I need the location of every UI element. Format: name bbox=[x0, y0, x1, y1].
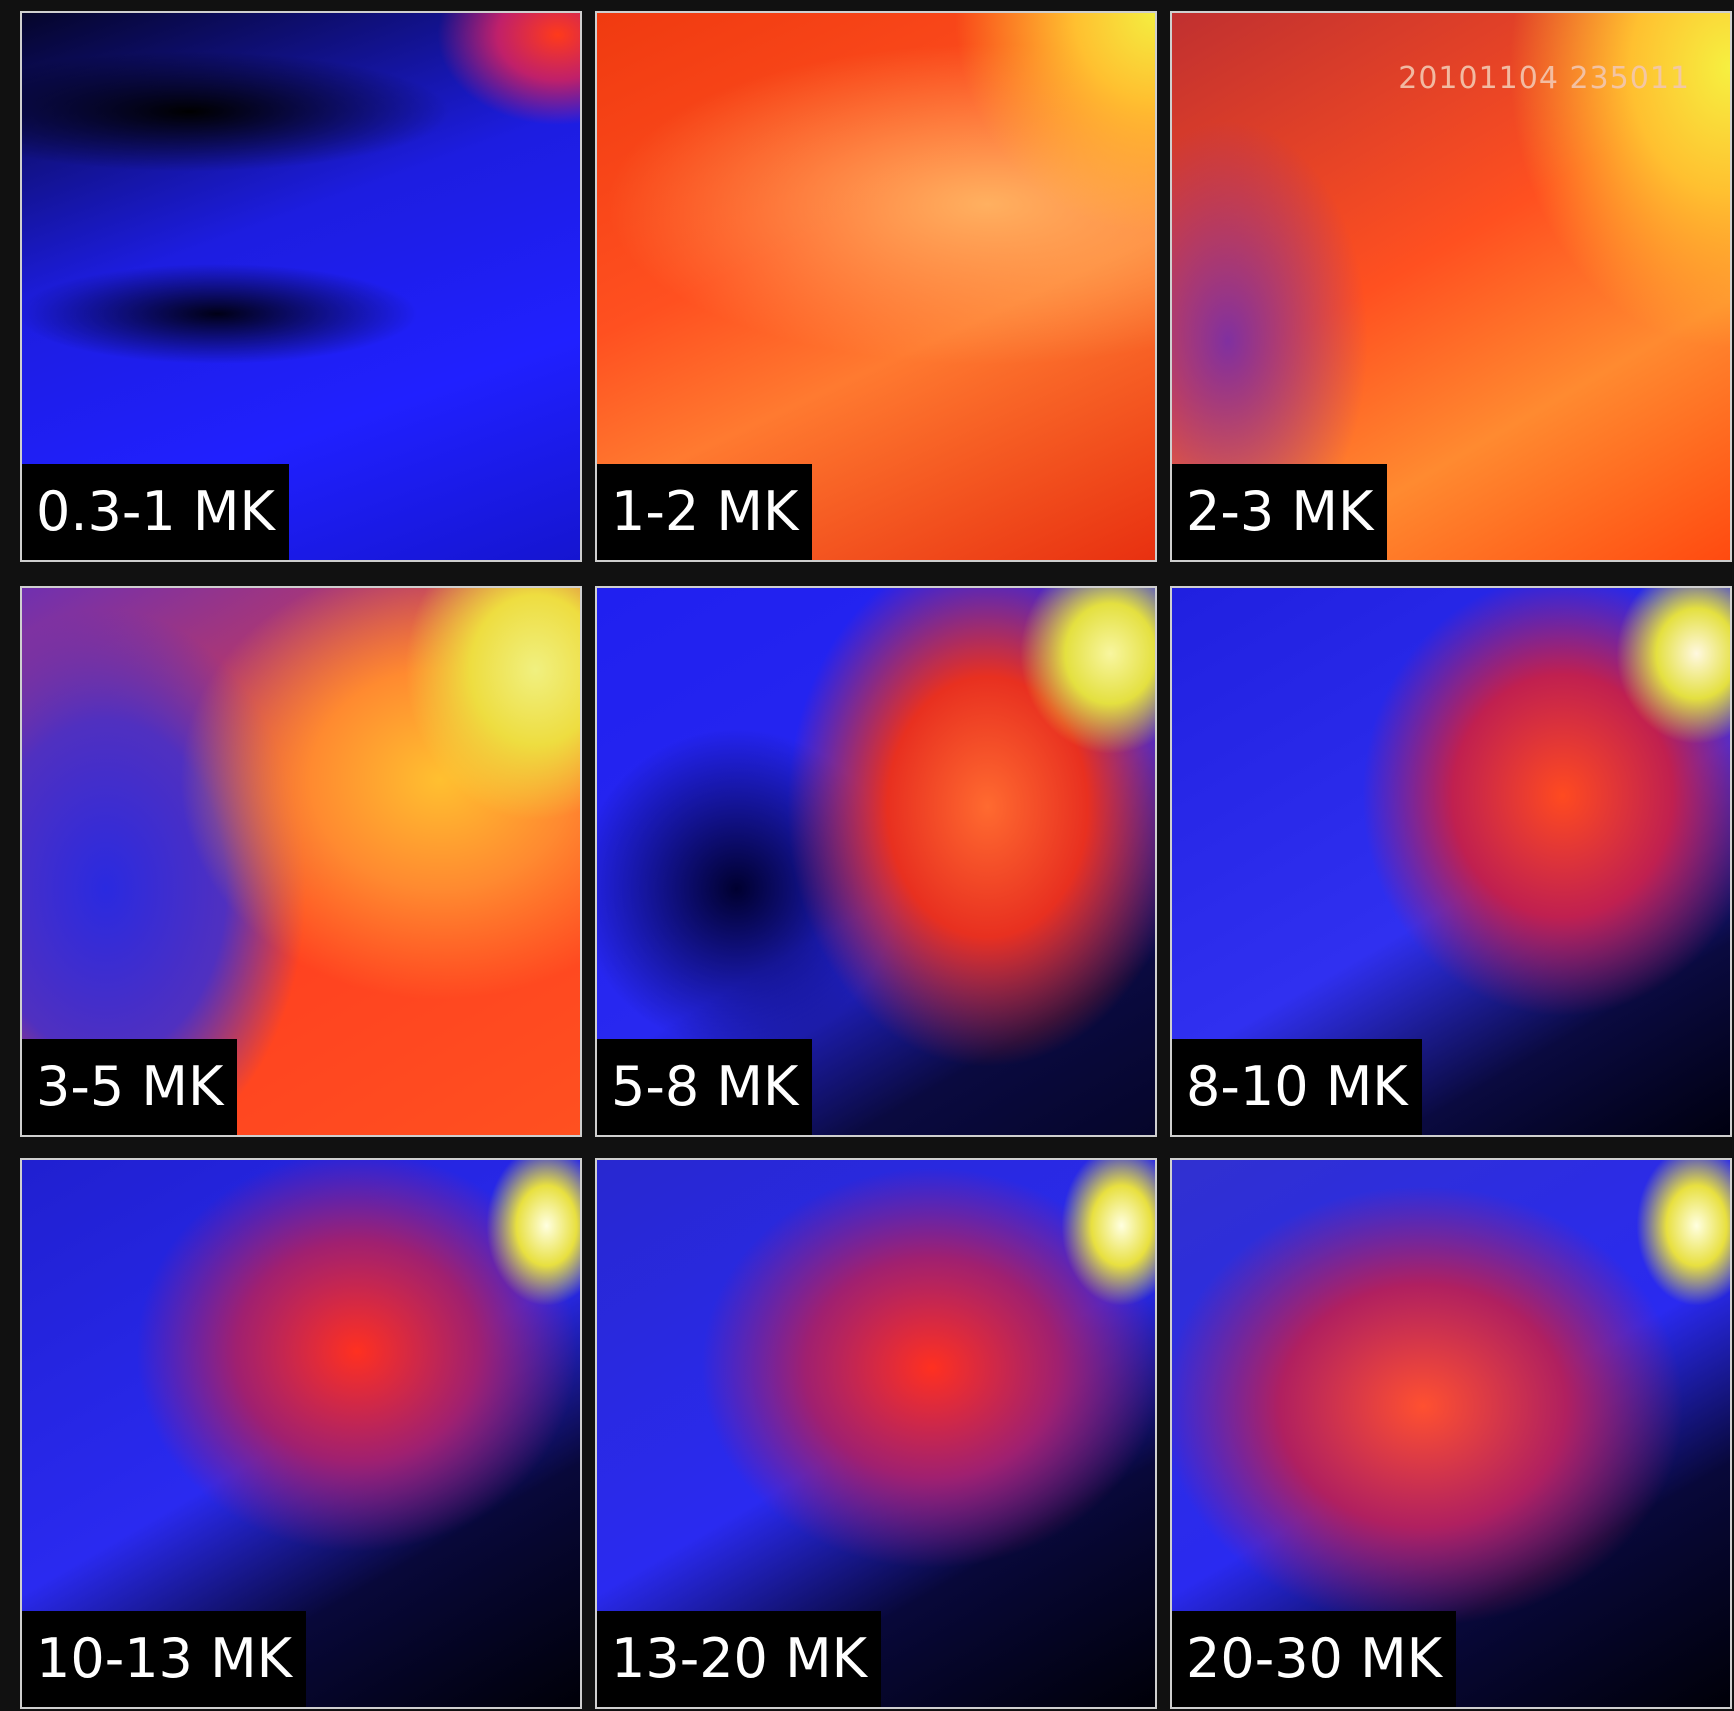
panel-label: 10-13 MK bbox=[22, 1611, 306, 1707]
panel-label: 5-8 MK bbox=[597, 1039, 812, 1135]
panel: 20101104 235011 2-3 MK bbox=[1170, 11, 1732, 562]
panel: 20-30 MK bbox=[1170, 1158, 1732, 1709]
panel: 10-13 MK bbox=[20, 1158, 582, 1709]
panel: 1-2 MK bbox=[595, 11, 1157, 562]
panel-label: 13-20 MK bbox=[597, 1611, 881, 1707]
panel-label: 20-30 MK bbox=[1172, 1611, 1456, 1707]
panel: 3-5 MK bbox=[20, 586, 582, 1137]
panel-label: 1-2 MK bbox=[597, 464, 812, 560]
panel-label: 0.3-1 MK bbox=[22, 464, 289, 560]
panel: 13-20 MK bbox=[595, 1158, 1157, 1709]
timestamp: 20101104 235011 bbox=[1398, 61, 1690, 96]
panel: 5-8 MK bbox=[595, 586, 1157, 1137]
panel-label: 3-5 MK bbox=[22, 1039, 237, 1135]
panel: 0.3-1 MK bbox=[20, 11, 582, 562]
panel-label: 2-3 MK bbox=[1172, 464, 1387, 560]
figure: 0.3-1 MK 1-2 MK 20101104 235011 2-3 MK 3-… bbox=[0, 0, 1734, 1711]
panel: 8-10 MK bbox=[1170, 586, 1732, 1137]
panel-label: 8-10 MK bbox=[1172, 1039, 1422, 1135]
